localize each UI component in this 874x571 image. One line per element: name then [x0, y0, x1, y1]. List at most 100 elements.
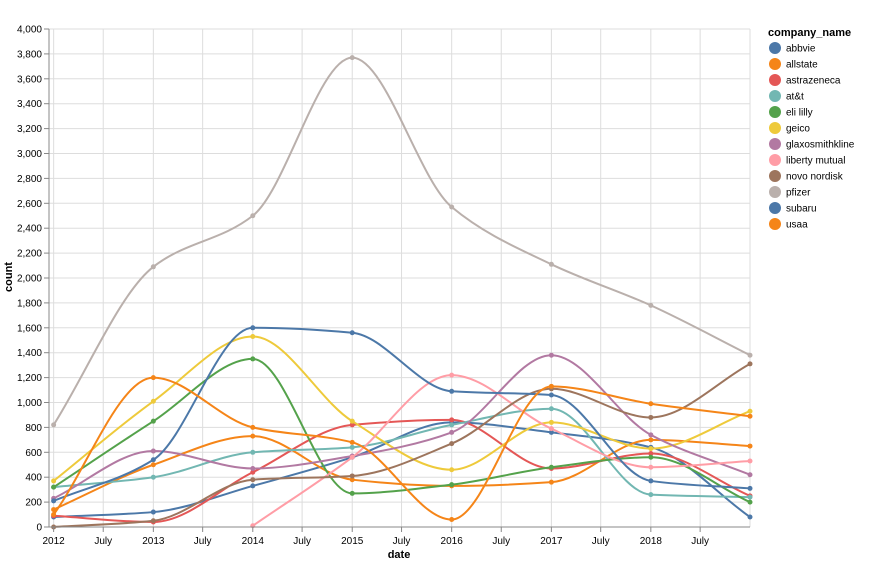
series-line	[53, 335, 751, 482]
series-geico	[51, 334, 753, 484]
series-usaa	[51, 375, 753, 523]
x-tick-label: July	[691, 536, 709, 547]
data-point	[449, 467, 455, 473]
legend-label: allstate	[786, 60, 818, 71]
data-point	[449, 372, 455, 378]
data-point	[349, 454, 355, 460]
x-tick-label: 2012	[43, 536, 66, 547]
data-point	[250, 465, 256, 471]
legend-title: company_name	[768, 27, 851, 39]
data-point	[349, 439, 355, 445]
legend-swatch	[769, 202, 781, 214]
series-subaru	[51, 325, 753, 504]
data-point	[150, 462, 156, 468]
data-point	[449, 204, 455, 210]
data-point	[449, 417, 455, 423]
data-point	[250, 325, 256, 331]
data-point	[349, 490, 355, 496]
legend-label: abbvie	[786, 44, 816, 55]
series-line	[53, 418, 751, 524]
x-gridlines	[49, 28, 751, 527]
y-tick-label: 3,400	[17, 99, 42, 110]
data-point	[250, 477, 256, 483]
data-point	[150, 509, 156, 515]
data-point	[548, 429, 554, 435]
data-point	[548, 383, 554, 389]
data-point	[250, 424, 256, 430]
data-point	[747, 514, 753, 520]
y-axis: 0 200 400 600 800 1,000 1,200 1,400 1,600 1,800 2,…	[17, 25, 50, 534]
series-layer	[51, 55, 753, 530]
data-point	[747, 443, 753, 449]
data-point	[648, 414, 654, 420]
data-point	[747, 352, 753, 358]
data-point	[449, 441, 455, 447]
data-point	[250, 334, 256, 340]
data-point	[548, 479, 554, 485]
legend: company_name abbvie allstate astrazeneca at…	[768, 27, 855, 231]
y-tick-label: 800	[25, 423, 42, 434]
data-point	[548, 426, 554, 432]
series-allstate	[51, 433, 753, 513]
data-point	[51, 512, 57, 518]
y-gridlines	[49, 28, 750, 528]
legend-item: novo nordisk	[769, 170, 844, 183]
x-axis: 2012 July 2013 July 2014 July 2015 July 2016 July…	[43, 526, 750, 547]
data-point	[250, 213, 256, 219]
legend-swatch	[769, 218, 781, 230]
data-point	[250, 449, 256, 455]
legend-label: astrazeneca	[786, 76, 841, 87]
x-tick-label: 2018	[640, 536, 663, 547]
y-tick-label: 1,200	[17, 373, 42, 384]
legend-swatch	[769, 42, 781, 54]
data-point	[449, 422, 455, 428]
y-tick-label: 2,400	[17, 224, 42, 235]
legend-label: eli lilly	[786, 108, 813, 119]
y-tick-label: 3,200	[17, 124, 42, 135]
x-tick-label: 2016	[441, 536, 464, 547]
data-point	[349, 55, 355, 61]
legend-swatch	[769, 154, 781, 166]
data-point	[51, 507, 57, 513]
legend-item: geico	[769, 122, 810, 135]
data-point	[150, 418, 156, 424]
y-tick-label: 1,800	[17, 298, 42, 309]
series-line	[53, 407, 751, 499]
data-point	[349, 418, 355, 424]
data-point	[548, 406, 554, 412]
series-liberty-mutual	[250, 372, 753, 529]
x-tick-label: July	[194, 536, 212, 547]
series-astrazeneca	[51, 417, 753, 525]
series-eli-lilly	[51, 356, 753, 505]
x-tick-label: 2014	[242, 536, 265, 547]
series-line	[53, 363, 751, 528]
y-tick-label: 200	[25, 498, 42, 509]
x-tick-label: July	[293, 536, 311, 547]
data-point	[648, 492, 654, 498]
legend-swatch	[769, 74, 781, 86]
legend-label: at&t	[786, 92, 804, 103]
legend-item: eli lilly	[769, 106, 813, 119]
data-point	[747, 472, 753, 478]
legend-item: subaru	[769, 202, 817, 215]
y-tick-label: 1,000	[17, 398, 42, 409]
legend-item: glaxosmithkline	[769, 138, 855, 151]
data-point	[648, 437, 654, 443]
data-point	[150, 448, 156, 454]
data-point	[747, 458, 753, 464]
data-point	[648, 478, 654, 484]
data-point	[449, 388, 455, 394]
series-line	[53, 435, 751, 511]
y-tick-label: 3,000	[17, 149, 42, 160]
data-point	[648, 401, 654, 407]
series-line	[53, 354, 751, 500]
legend-swatch	[769, 186, 781, 198]
series-pfizer	[51, 55, 753, 428]
y-tick-label: 4,000	[17, 25, 42, 36]
y-tick-label: 0	[36, 523, 42, 534]
legend-item: liberty mutual	[769, 154, 845, 167]
data-point	[449, 517, 455, 523]
x-tick-label: 2017	[540, 536, 563, 547]
data-point	[648, 446, 654, 452]
